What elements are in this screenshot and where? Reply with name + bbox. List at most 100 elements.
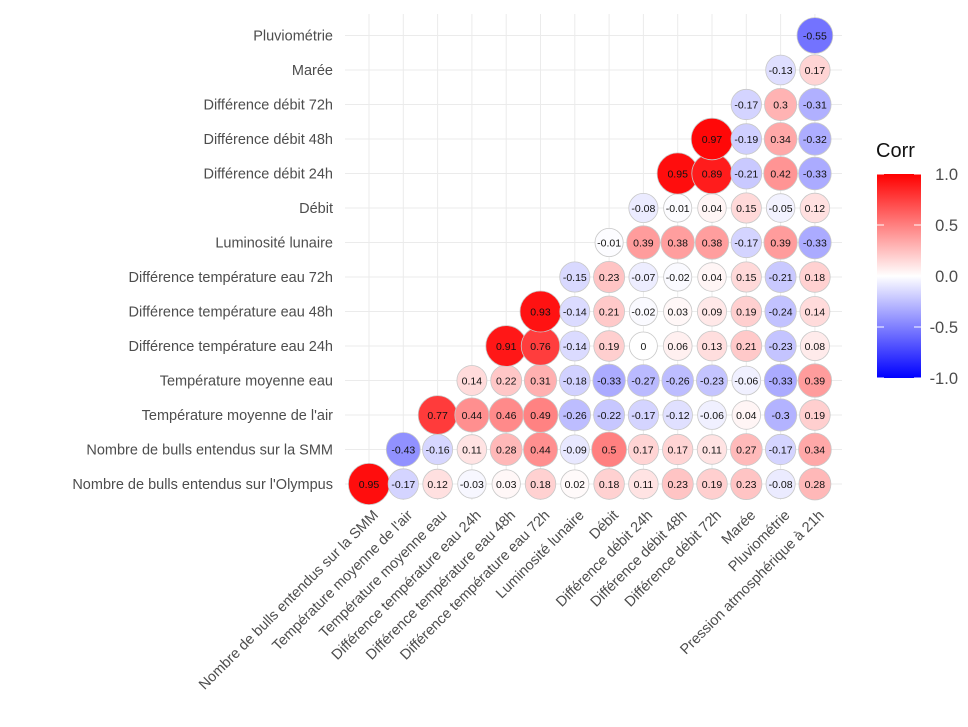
- correlation-value-label: -0.15: [563, 272, 587, 284]
- correlation-circle: [730, 261, 762, 293]
- correlation-circle: [797, 363, 833, 398]
- correlation-value-label: 0.21: [599, 306, 620, 318]
- y-tick-label: Différence débit 72h: [203, 98, 333, 114]
- correlation-circle: [799, 261, 831, 293]
- correlation-value-label: 0.18: [599, 479, 620, 491]
- correlation-circle: [559, 434, 590, 465]
- correlation-circle: [763, 225, 798, 260]
- correlation-circle: [663, 262, 693, 292]
- correlation-circle: [798, 87, 832, 122]
- correlation-value-label: -0.09: [563, 444, 587, 456]
- correlation-value-label: 0.14: [462, 375, 483, 387]
- correlation-value-label: 0: [640, 341, 646, 353]
- correlation-circle: [730, 157, 763, 190]
- y-tick-label: Nombre de bulls entendus sur l'Olympus: [72, 477, 333, 493]
- legend-ticks: 1.0 0.5 0.0 -0.5 -1.0: [877, 166, 958, 388]
- correlation-value-label: 0.21: [736, 341, 757, 353]
- y-tick-label: Température moyenne eau: [160, 374, 333, 390]
- correlation-value-label: 0.13: [702, 341, 723, 353]
- correlation-value-label: -0.32: [803, 134, 827, 146]
- correlation-circle: [765, 54, 796, 86]
- correlation-value-label: -0.18: [563, 375, 587, 387]
- legend-tick-label: 1.0: [935, 166, 958, 184]
- correlation-value-label: 0.12: [427, 479, 448, 491]
- correlation-value-label: 0.39: [633, 237, 654, 249]
- correlation-value-label: -0.33: [769, 375, 793, 387]
- correlation-value-label: -0.24: [769, 306, 793, 318]
- correlation-circle: [593, 295, 625, 328]
- correlation-circle: [593, 260, 626, 293]
- correlation-value-label: 0.17: [805, 65, 826, 77]
- correlation-value-label: 0.39: [805, 375, 826, 387]
- correlation-value-label: -0.23: [769, 341, 793, 353]
- correlation-circle: [628, 468, 659, 500]
- correlation-value-label: 0.42: [770, 168, 791, 180]
- legend-tick-label: 0.0: [935, 268, 958, 286]
- legend-colorbar: [877, 174, 921, 378]
- correlation-circle: [798, 156, 832, 191]
- correlation-circle: [387, 468, 419, 500]
- correlation-value-label: 0.46: [496, 410, 517, 422]
- correlation-circle: [594, 227, 624, 257]
- correlation-circle: [591, 431, 627, 468]
- correlation-circle: [798, 467, 832, 501]
- correlation-value-label: 0.09: [702, 306, 723, 318]
- y-tick-label: Nombre de bulls entendus sur la SMM: [86, 443, 333, 459]
- correlation-circle: [661, 467, 694, 500]
- correlation-value-label: 0.44: [462, 410, 483, 422]
- correlation-circle: [662, 331, 693, 361]
- correlation-value-label: 0.38: [702, 237, 723, 249]
- correlation-circle: [660, 225, 695, 260]
- correlation-circle: [558, 398, 592, 432]
- correlation-value-label: -0.06: [734, 375, 758, 387]
- correlation-value-label: 0.95: [667, 168, 688, 180]
- correlation-circle: [765, 468, 796, 499]
- correlation-value-label: 0.28: [805, 479, 826, 491]
- correlation-circle: [731, 400, 762, 430]
- correlation-value-label: -0.12: [666, 410, 690, 422]
- correlation-value-label: -0.14: [563, 306, 587, 318]
- correlation-value-label: 0.23: [599, 272, 620, 284]
- correlation-value-label: -0.01: [666, 203, 690, 215]
- correlation-value-label: -0.19: [734, 134, 758, 146]
- correlation-value-label: 0.19: [736, 306, 757, 318]
- correlation-value-label: -0.03: [460, 479, 484, 491]
- correlation-value-label: 0.03: [667, 306, 688, 318]
- y-tick-label: Différence température eau 48h: [129, 305, 333, 321]
- y-tick-label: Pluviométrie: [253, 29, 333, 45]
- correlation-circle: [764, 295, 797, 328]
- legend: Corr 1.0 0.5 0.0 -0.5 -1.0: [876, 140, 958, 388]
- correlation-circle: [524, 468, 557, 500]
- correlation-value-label: 0.11: [702, 444, 722, 456]
- correlation-circle: [798, 432, 832, 467]
- correlation-circle: [696, 468, 728, 500]
- correlation-circle: [763, 156, 798, 191]
- correlation-circle: [456, 365, 488, 396]
- correlation-value-label: 0.17: [633, 444, 654, 456]
- correlation-value-label: -0.02: [666, 272, 690, 284]
- correlation-value-label: -0.17: [734, 99, 758, 111]
- correlation-circle: [626, 225, 661, 260]
- correlation-circle: [697, 262, 727, 292]
- correlation-circle: [559, 261, 591, 293]
- correlation-circle: [798, 122, 832, 156]
- correlation-circle: [559, 296, 591, 327]
- correlation-value-label: 0.04: [736, 410, 757, 422]
- correlation-value-label: -0.21: [769, 272, 793, 284]
- correlation-value-label: -0.3: [772, 410, 790, 422]
- correlation-value-label: 0.18: [805, 272, 826, 284]
- correlation-circle: [628, 296, 658, 326]
- y-tick-label: Température moyenne de l'air: [142, 408, 334, 424]
- correlation-value-label: -0.33: [803, 168, 827, 180]
- correlation-value-label: 0.76: [530, 341, 551, 353]
- y-tick-label: Différence débit 48h: [203, 132, 333, 148]
- correlation-circle: [764, 398, 798, 432]
- correlation-circle: [696, 434, 728, 465]
- legend-tick-label: 0.5: [935, 217, 958, 235]
- correlation-circle: [627, 399, 660, 431]
- correlation-circle: [489, 433, 523, 466]
- correlation-circle: [628, 262, 659, 292]
- correlation-circle: [560, 469, 590, 499]
- y-tick-label: Débit: [299, 201, 333, 217]
